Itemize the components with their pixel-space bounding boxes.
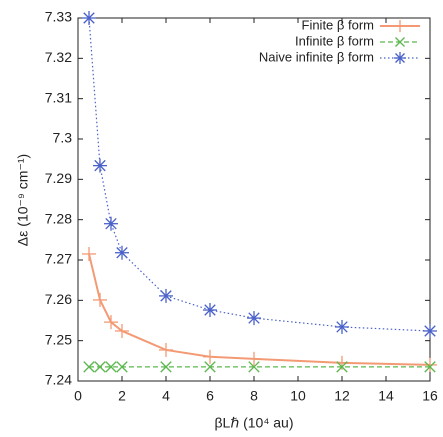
x-tick-label: 2: [118, 388, 126, 404]
marker-stroke: [116, 247, 128, 259]
x-tick-label: 10: [290, 388, 306, 404]
y-tick-label: 7.29: [45, 170, 72, 186]
data-point: [203, 303, 217, 318]
x-tick-label: 14: [378, 388, 394, 404]
marker-stroke: [160, 361, 172, 373]
y-tick-label: 7.33: [45, 9, 72, 25]
series-line: [88, 17, 431, 332]
x-tick-label: 8: [250, 388, 258, 404]
data-point: [203, 349, 217, 364]
marker-stroke: [105, 217, 117, 230]
plot-frame: [77, 17, 431, 382]
x-tick-label: 12: [334, 388, 350, 404]
data-point: [248, 361, 260, 373]
data-point: [336, 361, 348, 373]
data-point: [423, 357, 437, 372]
data-point: [115, 323, 129, 338]
data-point: [160, 361, 172, 373]
data-point: [247, 351, 261, 366]
data-point: [82, 246, 96, 261]
legend-marker: [394, 20, 406, 32]
marker-stroke: [395, 37, 405, 47]
marker-stroke: [204, 361, 216, 373]
marker-stroke: [424, 361, 436, 373]
data-point: [94, 361, 106, 373]
data-point: [247, 311, 261, 326]
y-tick-label: 7.26: [45, 291, 72, 307]
x-tick-label: 6: [206, 388, 214, 404]
series-line: [88, 253, 431, 366]
legend-label: Finite β form: [302, 17, 375, 32]
y-tick-label: 7.27: [45, 251, 72, 267]
y-axis-label: Δε (10⁻⁹ cm⁻¹): [15, 154, 31, 246]
x-tick-label: 16: [422, 388, 438, 404]
legend-label: Naive infinite β form: [259, 49, 374, 64]
marker-stroke: [336, 361, 348, 373]
marker-stroke: [105, 361, 117, 373]
marker-stroke: [116, 361, 128, 373]
data-point: [204, 361, 216, 373]
marker-stroke: [83, 361, 95, 373]
data-point: [93, 292, 107, 307]
data-point: [105, 361, 117, 373]
data-point: [423, 323, 437, 338]
data-point: [93, 158, 107, 173]
marker-stroke: [336, 321, 348, 333]
data-point: [83, 361, 95, 373]
x-axis-label: βLℏ (10⁴ au): [215, 415, 294, 431]
data-point: [424, 361, 436, 373]
data-point: [115, 245, 129, 260]
marker-stroke: [424, 325, 436, 337]
data-point: [104, 216, 118, 231]
marker-stroke: [83, 12, 95, 24]
legend-label: Infinite β form: [295, 33, 374, 48]
data-point: [116, 361, 128, 373]
marker-stroke: [204, 304, 216, 316]
y-tick-label: 7.28: [45, 210, 72, 226]
legend-marker: [395, 37, 405, 47]
y-tick-label: 7.3: [53, 130, 73, 146]
x-tick-label: 0: [74, 388, 82, 404]
marker-stroke: [94, 159, 106, 172]
data-point: [159, 342, 173, 357]
legend-marker: [394, 52, 406, 64]
y-tick-label: 7.31: [45, 89, 72, 105]
data-point: [82, 11, 96, 25]
y-tick-label: 7.24: [45, 372, 72, 388]
marker-stroke: [160, 290, 172, 302]
data-point: [335, 319, 349, 334]
data-point: [104, 315, 118, 330]
y-tick-label: 7.32: [45, 49, 72, 65]
data-point: [159, 288, 173, 303]
x-tick-label: 4: [162, 388, 170, 404]
marker-stroke: [395, 53, 405, 63]
marker-stroke: [248, 361, 260, 373]
marker-stroke: [248, 312, 260, 324]
marker-stroke: [94, 361, 106, 373]
y-tick-label: 7.25: [45, 331, 72, 347]
